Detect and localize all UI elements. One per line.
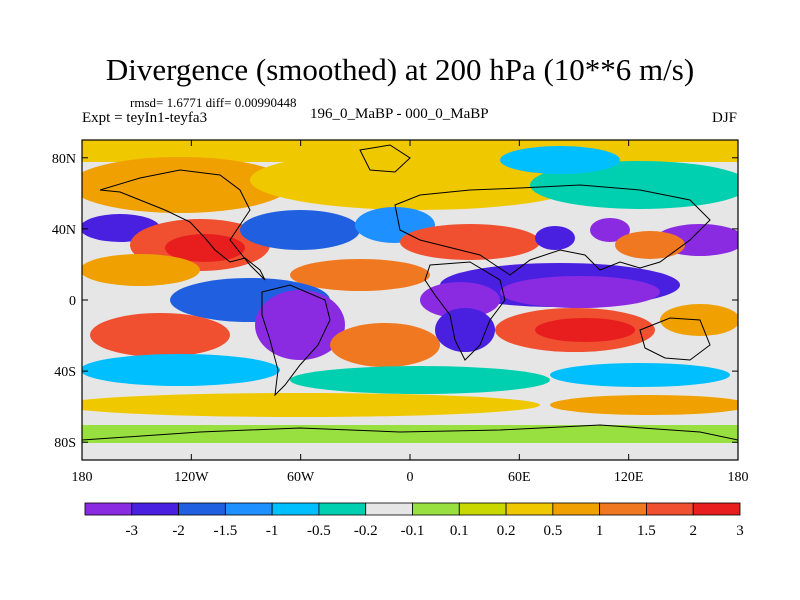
latitude-axis: 80N 40N 0 40S 80S — [52, 152, 738, 451]
lon-tick-label: 120E — [614, 470, 644, 485]
lon-tick-label: 60W — [287, 470, 315, 485]
colorbar-swatch — [224, 502, 273, 516]
lon-tick-label: 180 — [728, 470, 749, 485]
lon-tick-label: 60E — [508, 470, 531, 485]
experiment-label: Expt = teyIn1-teyfa3 — [82, 110, 208, 126]
coastlines — [82, 144, 738, 441]
colorbar: -3 -2 -1.5 -1 -0.5 -0.2 -0.1 0.1 0.2 0.5 1 1.5 2 3 — [84, 502, 744, 539]
period-label: 196_0_MaBP - 000_0_MaBP — [310, 106, 489, 122]
colorbar-label: -2 — [172, 523, 185, 539]
colorbar-swatch — [271, 502, 320, 516]
lon-tick-label: 180 — [72, 470, 93, 485]
divergence-field — [82, 140, 738, 460]
colorbar-label: 2 — [689, 523, 697, 539]
lat-tick-label: 40S — [54, 365, 76, 380]
lat-tick-label: 0 — [69, 294, 76, 309]
colorbar-swatch — [178, 502, 226, 516]
colorbar-swatch — [646, 502, 694, 516]
plot-title: Divergence (smoothed) at 200 hPa (10**6 … — [105, 52, 695, 87]
colorbar-label: -0.5 — [307, 523, 331, 539]
lon-tick-label: 0 — [407, 470, 414, 485]
colorbar-label: -3 — [126, 523, 139, 539]
colorbar-swatch — [505, 502, 554, 516]
lon-tick-label: 120W — [174, 470, 209, 485]
lat-tick-label: 80N — [52, 152, 76, 167]
colorbar-label: 3 — [736, 523, 744, 539]
colorbar-swatch — [365, 502, 413, 516]
colorbar-swatch — [552, 502, 601, 516]
colorbar-label: 0.2 — [497, 523, 516, 539]
colorbar-label: 0.5 — [543, 523, 562, 539]
colorbar-swatch — [692, 502, 741, 516]
lat-tick-label: 40N — [52, 223, 76, 238]
longitude-axis: 180 120W 60W 0 60E 120E 180 — [72, 140, 749, 485]
colorbar-swatch — [131, 502, 179, 516]
colorbar-label: 1.5 — [637, 523, 656, 539]
colorbar-swatch — [84, 502, 133, 516]
colorbar-label: 0.1 — [450, 523, 469, 539]
colorbar-label: -1.5 — [213, 523, 237, 539]
colorbar-swatch — [318, 502, 367, 516]
colorbar-swatch — [458, 502, 507, 516]
lat-tick-label: 80S — [54, 436, 76, 451]
colorbar-label: -0.2 — [354, 523, 378, 539]
colorbar-swatch — [599, 502, 647, 516]
colorbar-label: 1 — [596, 523, 604, 539]
colorbar-label: -1 — [266, 523, 279, 539]
colorbar-swatch — [412, 502, 460, 516]
colorbar-label: -0.1 — [401, 523, 425, 539]
season-label: DJF — [712, 110, 738, 126]
rmsd-diff-stats: rmsd= 1.6771 diff= 0.00990448 — [130, 95, 297, 110]
